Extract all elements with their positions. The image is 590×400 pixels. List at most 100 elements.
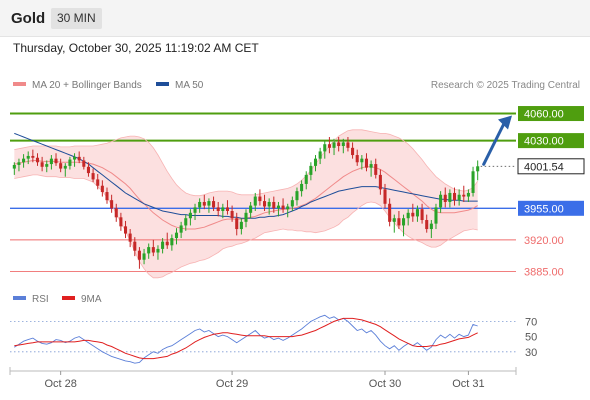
candle: [174, 228, 179, 245]
legend-label-ma50: MA 50: [175, 80, 204, 91]
candle-body: [119, 217, 123, 227]
candle-body: [341, 142, 345, 147]
candle-body: [448, 192, 452, 202]
candle: [290, 196, 294, 211]
x-tick-label: Oct 30: [369, 378, 401, 390]
candle: [327, 137, 331, 154]
candle: [300, 180, 304, 197]
candle-body: [332, 142, 336, 148]
legend-label-rsi: RSI: [32, 294, 49, 305]
candle-body: [22, 158, 26, 163]
candle-body: [249, 205, 253, 213]
candle: [244, 209, 248, 228]
legend-item-ma50: MA 50: [156, 80, 203, 91]
candle: [272, 196, 276, 213]
legend-item-9ma: 9MA: [62, 294, 102, 305]
candle: [420, 203, 424, 224]
candle: [402, 214, 406, 237]
candle-body: [86, 166, 90, 174]
candle: [374, 158, 378, 179]
candle: [439, 191, 443, 213]
9ma-line: [14, 317, 478, 360]
candle: [239, 218, 243, 235]
candle-body: [73, 156, 77, 160]
candle-body: [96, 179, 100, 186]
candle-body: [267, 201, 271, 207]
level-label-box-4060.00: [518, 106, 584, 122]
candle-body: [91, 173, 95, 180]
candle: [184, 214, 188, 231]
candle: [202, 194, 206, 210]
candle: [364, 153, 369, 172]
candle: [100, 180, 104, 197]
rsi-tick-label: 30: [525, 347, 537, 359]
level-label-3955.00: 3955.00: [524, 203, 564, 215]
chart-timestamp: Thursday, October 30, 2025 11:19:02 AM C…: [13, 41, 259, 55]
x-tick-label: Oct 31: [452, 378, 484, 390]
candle: [392, 214, 396, 233]
candle-body: [429, 223, 433, 230]
candle: [457, 189, 461, 206]
rsi-line: [14, 314, 478, 364]
candle: [355, 149, 359, 166]
candle: [337, 137, 341, 152]
candle-body: [337, 142, 341, 147]
candle-body: [295, 191, 299, 201]
candle-body: [212, 201, 216, 208]
candle: [110, 194, 114, 213]
forecast-arrow-head: [498, 115, 512, 130]
candle: [230, 205, 234, 222]
candle: [249, 201, 253, 219]
candle-body: [452, 192, 457, 201]
candle: [286, 203, 290, 218]
candle: [332, 138, 336, 156]
candle: [165, 232, 169, 249]
candle: [295, 187, 299, 206]
candle-body: [26, 155, 30, 159]
candle-body: [244, 212, 248, 222]
candle: [198, 198, 202, 213]
timeframe-button[interactable]: 30 MIN: [51, 8, 102, 29]
candle: [133, 237, 137, 257]
candle-body: [100, 185, 104, 193]
bollinger-upper-line: [14, 129, 479, 197]
candle-body: [281, 205, 285, 210]
level-label-3920.00: 3920.00: [524, 235, 564, 247]
candle: [49, 155, 53, 170]
candle-body: [221, 207, 225, 211]
candle-body: [156, 248, 160, 253]
candle-body: [290, 200, 294, 207]
candle: [276, 201, 280, 217]
candle: [179, 221, 183, 239]
candle: [142, 248, 146, 265]
candle-body: [286, 206, 290, 210]
candle-body: [35, 157, 40, 163]
candle-body: [179, 225, 183, 233]
candle-body: [147, 247, 151, 254]
candle: [12, 162, 16, 175]
candle-body: [351, 147, 355, 156]
candle-body: [198, 201, 202, 208]
rsi-tick-label: 50: [525, 332, 537, 344]
last-price-label: 4001.54: [524, 161, 564, 173]
candle: [383, 183, 387, 209]
candle: [397, 211, 401, 230]
candle-body: [142, 253, 146, 260]
candle: [77, 151, 81, 164]
candle-body: [425, 220, 429, 230]
candle: [411, 203, 415, 222]
candle: [156, 245, 160, 260]
candle: [235, 212, 239, 236]
x-tick-label: Oct 28: [44, 378, 76, 390]
candle: [73, 153, 77, 167]
candle: [406, 209, 410, 226]
candle: [452, 187, 457, 206]
candle-body: [462, 194, 466, 197]
candle: [434, 203, 438, 230]
candle: [425, 214, 429, 233]
x-tick-label: Oct 29: [216, 378, 248, 390]
last-price-box: [517, 158, 585, 175]
bollinger-lower-line: [14, 174, 478, 279]
candle-body: [216, 207, 220, 211]
legend-swatch-rsi: [13, 296, 26, 301]
